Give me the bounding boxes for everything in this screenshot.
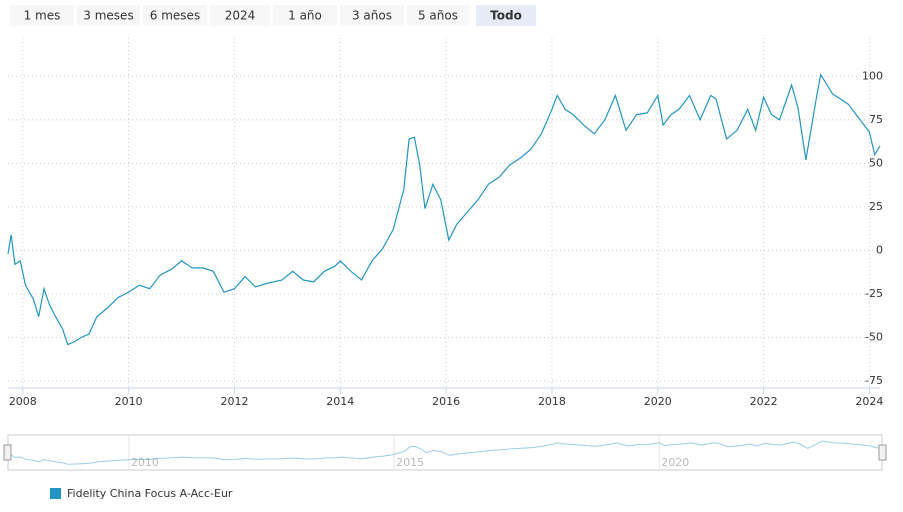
button-label[interactable]: 5 años <box>418 9 458 23</box>
range-selector: 1 mes 3 meses 6 meses 2024 1 año 3 años 5 años… <box>10 5 536 26</box>
range-button[interactable]: 1 año <box>273 5 337 26</box>
y-tick-label: -75 <box>865 374 883 387</box>
x-tick-label: 2020 <box>644 395 672 408</box>
range-button[interactable]: Todo <box>476 5 536 26</box>
button-label[interactable]: 3 meses <box>83 9 133 23</box>
y-tick-label: -25 <box>865 287 883 300</box>
navigator <box>7 434 883 471</box>
range-button[interactable]: 1 mes <box>10 5 74 26</box>
x-tick-label: 2010 <box>115 395 143 408</box>
range-button[interactable]: 6 meses <box>143 5 207 26</box>
navigator-handle[interactable] <box>878 444 887 461</box>
button-bg <box>143 5 207 26</box>
button-label[interactable]: 3 años <box>352 9 392 23</box>
navigator-tick-label: 2010 <box>131 456 159 469</box>
y-tick-label: 100 <box>862 69 883 82</box>
plot-area: -75 -50 -25 0 25 50 75 100 2008 2010 2012 2014 2016 2… <box>7 38 883 408</box>
navigator-handle[interactable] <box>3 444 12 461</box>
y-tick-label: 75 <box>869 113 883 126</box>
x-tick-label: 2008 <box>9 395 37 408</box>
range-button[interactable]: 3 meses <box>77 5 140 26</box>
y-tick-label: 0 <box>876 243 883 256</box>
button-bg <box>340 5 404 26</box>
button-label[interactable]: 6 meses <box>150 9 200 23</box>
line <box>7 72 881 346</box>
button-label[interactable]: Todo <box>490 9 522 23</box>
x-tick-label: 2016 <box>432 395 460 408</box>
button-bg <box>273 5 337 26</box>
button-bg <box>476 5 536 26</box>
legend-swatch[interactable] <box>50 488 61 499</box>
button-label[interactable]: 2024 <box>225 9 256 23</box>
button-bg <box>407 5 469 26</box>
y-tick-label: -50 <box>865 331 883 344</box>
x-tick-label: 2022 <box>750 395 778 408</box>
navigator-tick-label: 2020 <box>661 456 689 469</box>
button-label[interactable]: 1 mes <box>24 9 61 23</box>
y-tick-label: 50 <box>869 156 883 169</box>
x-tick-label: 2024 <box>855 395 883 408</box>
legend-label[interactable]: Fidelity China Focus A-Acc-Eur <box>67 487 233 500</box>
navigator-line <box>7 440 883 465</box>
y-tick-label: 25 <box>869 200 883 213</box>
button-label[interactable]: 1 año <box>288 9 322 23</box>
x-tick-label: 2014 <box>326 395 354 408</box>
navigator-content: 2010 2015 2020 <box>7 436 883 469</box>
range-button[interactable]: 5 años <box>407 5 469 26</box>
button-bg <box>210 5 270 26</box>
button-bg <box>77 5 140 26</box>
range-button[interactable]: 3 años <box>340 5 404 26</box>
button-bg <box>10 5 74 26</box>
x-tick-label: 2012 <box>220 395 248 408</box>
x-tick-label: 2018 <box>538 395 566 408</box>
range-button[interactable]: 2024 <box>210 5 270 26</box>
navigator-tick-label: 2015 <box>396 456 424 469</box>
